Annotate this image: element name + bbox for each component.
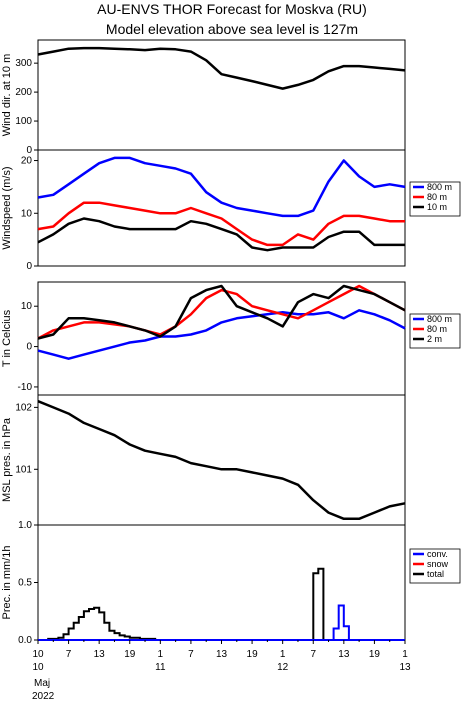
series-line-0 [37, 400, 406, 521]
panel-frame [37, 524, 406, 641]
y-tick-label: 0 [26, 342, 32, 353]
y-tick-label: 20 [21, 156, 33, 167]
x-tick-label: 13 [338, 649, 350, 660]
x-date-label: 11 [155, 662, 166, 673]
legend-label: 80 m [427, 324, 447, 334]
x-date-label: 12 [277, 662, 289, 673]
y-tick-label: 1.0 [18, 520, 32, 531]
y-tick-label: -10 [18, 382, 33, 393]
x-axis: 10 7 13 19 1 7 13 19 1 7 13 19 1 10 11 12 13 Maj 2022 [32, 640, 411, 701]
series-line-0 [37, 46, 406, 90]
panel-1: 0 10 20 Windspeed (m/s) 800 m80 m10 m [1, 149, 461, 272]
x-tick-label: 7 [310, 649, 316, 660]
legend-label: 800 m [427, 182, 452, 192]
y-tick-label: 0.0 [18, 635, 32, 646]
legend-label: 800 m [427, 314, 452, 324]
x-date-label: 10 [32, 662, 44, 673]
y-tick-label: 0 [26, 145, 32, 156]
legend-label: 80 m [427, 192, 447, 202]
y-tick-label: 300 [15, 58, 32, 69]
x-tick-label: 13 [94, 649, 106, 660]
y-tick-label: 10 [21, 301, 33, 312]
y-tick-label: 0.5 [18, 578, 32, 589]
y-tick-label: 102 [15, 402, 32, 413]
series-line-800-m [37, 309, 406, 360]
x-tick-label: 7 [66, 649, 72, 660]
x-tick-label: 19 [124, 649, 136, 660]
series-line-800-m [37, 156, 406, 218]
y-axis-label: Prec. in mm/1h [1, 546, 13, 620]
x-year-label: 2022 [32, 691, 55, 701]
legend-label: 2 m [427, 334, 442, 344]
x-tick-label: 1 [402, 649, 408, 660]
x-tick-label: 19 [247, 649, 259, 660]
series-line-80-m [37, 284, 406, 340]
panel-frame [37, 39, 406, 151]
legend-label: snow [427, 559, 449, 569]
y-tick-label: 10 [21, 208, 33, 219]
legend-label: total [427, 569, 444, 579]
panel-frame [37, 281, 406, 396]
y-tick-label: 100 [15, 116, 32, 127]
legend-label: conv. [427, 549, 448, 559]
series-line-10-m [37, 217, 405, 252]
x-month-label: Maj [34, 678, 50, 689]
y-axis-label: Windspeed (m/s) [1, 166, 13, 249]
x-tick-label: 10 [32, 649, 44, 660]
y-axis-label: MSL pres. in hPa [1, 417, 13, 502]
x-date-label: 13 [399, 662, 411, 673]
x-tick-label: 13 [216, 649, 228, 660]
x-tick-label: 7 [188, 649, 194, 660]
legend: 800 m80 m10 m [409, 181, 461, 217]
series-line-80-m [37, 201, 405, 247]
legend: 800 m80 m2 m [409, 313, 461, 349]
x-tick-label: 19 [369, 649, 381, 660]
y-axis-label: Wind dir. at 10 m [1, 54, 13, 137]
series-line-2-m [37, 284, 406, 340]
y-tick-label: 200 [15, 87, 32, 98]
chart-title-line2: Model elevation above sea level is 127m [106, 21, 358, 37]
series-step-total [47, 567, 405, 641]
series-step-conv. [48, 604, 405, 641]
panel-2: -10 0 10 T in Celcius 800 m80 m2 m [1, 281, 461, 396]
legend-label: 10 m [427, 202, 447, 212]
y-tick-label: 0 [26, 261, 32, 272]
x-tick-label: 1 [158, 649, 164, 660]
x-tick-label: 1 [280, 649, 286, 660]
panel-frame [37, 394, 406, 526]
chart-title-line1: AU-ENVS THOR Forecast for Moskva (RU) [97, 1, 367, 17]
y-tick-label: 101 [15, 464, 32, 475]
y-axis-label: T in Celcius [1, 309, 13, 367]
panel-frame [37, 149, 406, 267]
